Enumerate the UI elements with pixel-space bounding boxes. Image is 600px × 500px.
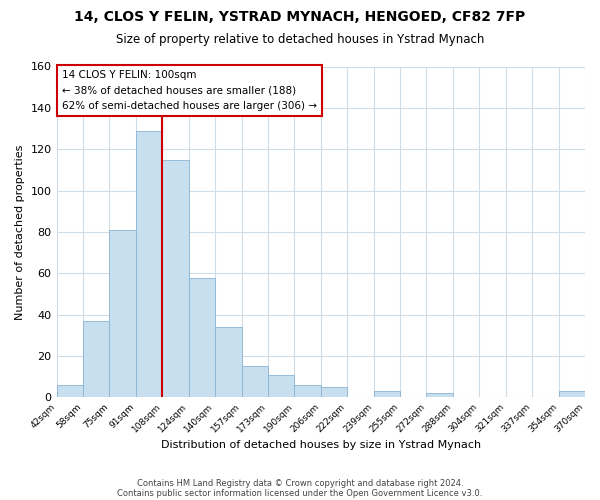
Bar <box>321 387 347 398</box>
Bar <box>109 230 136 398</box>
Bar <box>427 394 453 398</box>
Bar <box>188 278 215 398</box>
Bar <box>215 327 242 398</box>
Bar <box>374 392 400 398</box>
Text: Size of property relative to detached houses in Ystrad Mynach: Size of property relative to detached ho… <box>116 32 484 46</box>
X-axis label: Distribution of detached houses by size in Ystrad Mynach: Distribution of detached houses by size … <box>161 440 481 450</box>
Bar <box>56 385 83 398</box>
Bar <box>559 392 585 398</box>
Bar <box>162 160 188 398</box>
Y-axis label: Number of detached properties: Number of detached properties <box>15 144 25 320</box>
Bar <box>242 366 268 398</box>
Text: 14 CLOS Y FELIN: 100sqm
← 38% of detached houses are smaller (188)
62% of semi-d: 14 CLOS Y FELIN: 100sqm ← 38% of detache… <box>62 70 317 111</box>
Bar <box>136 130 162 398</box>
Bar <box>268 374 295 398</box>
Text: 14, CLOS Y FELIN, YSTRAD MYNACH, HENGOED, CF82 7FP: 14, CLOS Y FELIN, YSTRAD MYNACH, HENGOED… <box>74 10 526 24</box>
Bar <box>83 321 109 398</box>
Text: Contains public sector information licensed under the Open Government Licence v3: Contains public sector information licen… <box>118 488 482 498</box>
Text: Contains HM Land Registry data © Crown copyright and database right 2024.: Contains HM Land Registry data © Crown c… <box>137 478 463 488</box>
Bar <box>295 385 321 398</box>
